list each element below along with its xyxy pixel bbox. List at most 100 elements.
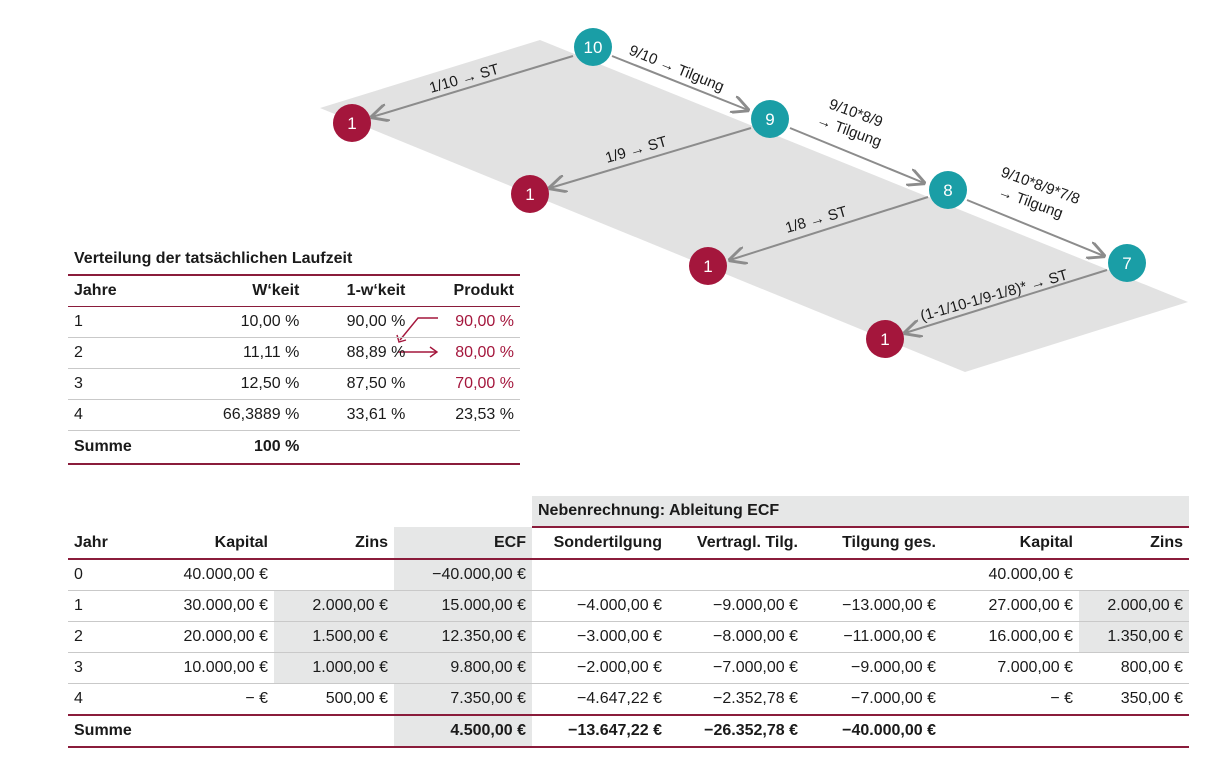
cell [1079,715,1189,748]
cashflow-table: Nebenrechnung: Ableitung ECF Jahr Kapita… [68,496,1189,748]
svg-text:7: 7 [1122,254,1131,273]
cell: 80,00 % [411,337,520,369]
svg-text:1: 1 [525,185,534,204]
cell: 12,50 % [172,368,306,400]
distribution-table: Verteilung der tatsächlichen Laufzeit Ja… [68,244,520,465]
cell: 7.000,00 € [942,652,1079,684]
node-circle: 9 [751,100,789,138]
cell: 2 [68,337,173,369]
sum-label: Summe [68,715,144,748]
cell: 2.000,00 € [1079,590,1189,622]
grey-plane [320,40,1188,372]
cell [274,715,394,748]
cell: −9.000,00 € [804,652,942,684]
cell: 800,00 € [1079,652,1189,684]
sum-row: Summe 4.500,00 € −13.647,22 € −26.352,78… [68,715,1189,748]
col-header: Jahre [68,275,173,307]
node-circle: 1 [866,320,904,358]
cell: −2.000,00 € [532,652,668,684]
cell: 66,3889 % [172,399,306,431]
cell: 23,53 % [411,399,520,431]
side-calculation-title: Nebenrechnung: Ableitung ECF [532,496,1189,528]
table-row: 1 10,00 % 90,00 % 90,00 % [68,306,520,338]
cell [804,559,942,591]
svg-text:1: 1 [703,257,712,276]
cell: 87,50 % [305,368,412,400]
sum-value: −13.647,22 € [532,715,668,748]
node-circle: 10 [574,28,612,66]
cell: 9.800,00 € [394,652,532,684]
table-row: 4 66,3889 % 33,61 % 23,53 % [68,399,520,431]
cell: 33,61 % [305,399,412,431]
col-header: Produkt [411,275,520,307]
col-header: Zins [274,527,394,560]
cell: 1.000,00 € [274,652,394,684]
col-header: ECF [394,527,532,560]
node-circle: 8 [929,171,967,209]
cell: 10.000,00 € [144,652,274,684]
cell: 11,11 % [172,337,306,369]
probability-tree-diagram: 1/10 → ST 9/10 → Tilgung 1/9 → ST 9/10*8… [320,28,1188,372]
cell: −11.000,00 € [804,621,942,653]
cell: 40.000,00 € [144,559,274,591]
cell: 3 [68,368,173,400]
cell: 20.000,00 € [144,621,274,653]
cell: − € [144,683,274,716]
cell: −9.000,00 € [668,590,804,622]
cell: 15.000,00 € [394,590,532,622]
node-circle: 1 [511,175,549,213]
col-header: Kapital [942,527,1079,560]
table-row: 3 10.000,00 € 1.000,00 € 9.800,00 € −2.0… [68,652,1189,684]
cell: 70,00 % [411,368,520,400]
cell: 4 [68,683,144,716]
cell: 3 [68,652,144,684]
cell: 88,89 % [305,337,412,369]
cell: −4.647,22 € [532,683,668,716]
cell: 1.500,00 € [274,621,394,653]
cell [668,559,804,591]
table-row: 0 40.000,00 € −40.000,00 € 40.000,00 € [68,559,1189,591]
sum-value: 100 % [172,430,306,465]
sum-row: Summe 100 % [68,430,520,465]
cell: −7.000,00 € [804,683,942,716]
cell: 7.350,00 € [394,683,532,716]
cell: 12.350,00 € [394,621,532,653]
edge-arrow-9-to-8 [789,127,924,183]
svg-text:1: 1 [347,114,356,133]
cell: 40.000,00 € [942,559,1079,591]
table-row: 2 20.000,00 € 1.500,00 € 12.350,00 € −3.… [68,621,1189,653]
edge-arrow-8-to-7 [966,199,1104,256]
cell: 1.350,00 € [1079,621,1189,653]
cell: 2 [68,621,144,653]
edge-label: 9/10*8/9*7/8 → Tilgung [992,164,1086,227]
cell: 90,00 % [305,306,412,338]
svg-text:9: 9 [765,110,774,129]
col-header: Kapital [144,527,274,560]
edge-arrow-9-to-1 [550,127,752,188]
edge-arrow-7-to-1 [905,269,1108,333]
cell: 16.000,00 € [942,621,1079,653]
cell: −4.000,00 € [532,590,668,622]
col-header: 1-w‘keit [305,275,412,307]
cell: −40.000,00 € [394,559,532,591]
table-row: 1 30.000,00 € 2.000,00 € 15.000,00 € −4.… [68,590,1189,622]
edge-arrow-10-to-1 [372,55,574,117]
node-circle: 1 [689,247,727,285]
cell: 0 [68,559,144,591]
col-header: W‘keit [172,275,306,307]
cell: 90,00 % [411,306,520,338]
svg-text:8: 8 [943,181,952,200]
col-header: Jahr [68,527,144,560]
cell: 10,00 % [172,306,306,338]
col-header: Sondertilgung [532,527,668,560]
cell: 1 [68,306,173,338]
edge-arrow-10-to-9 [611,55,748,110]
cell: 30.000,00 € [144,590,274,622]
cell: −8.000,00 € [668,621,804,653]
cell [942,715,1079,748]
cell: −2.352,78 € [668,683,804,716]
edge-arrow-8-to-1 [730,196,929,260]
node-circle: 7 [1108,244,1146,282]
cell [532,559,668,591]
node-circle: 1 [333,104,371,142]
